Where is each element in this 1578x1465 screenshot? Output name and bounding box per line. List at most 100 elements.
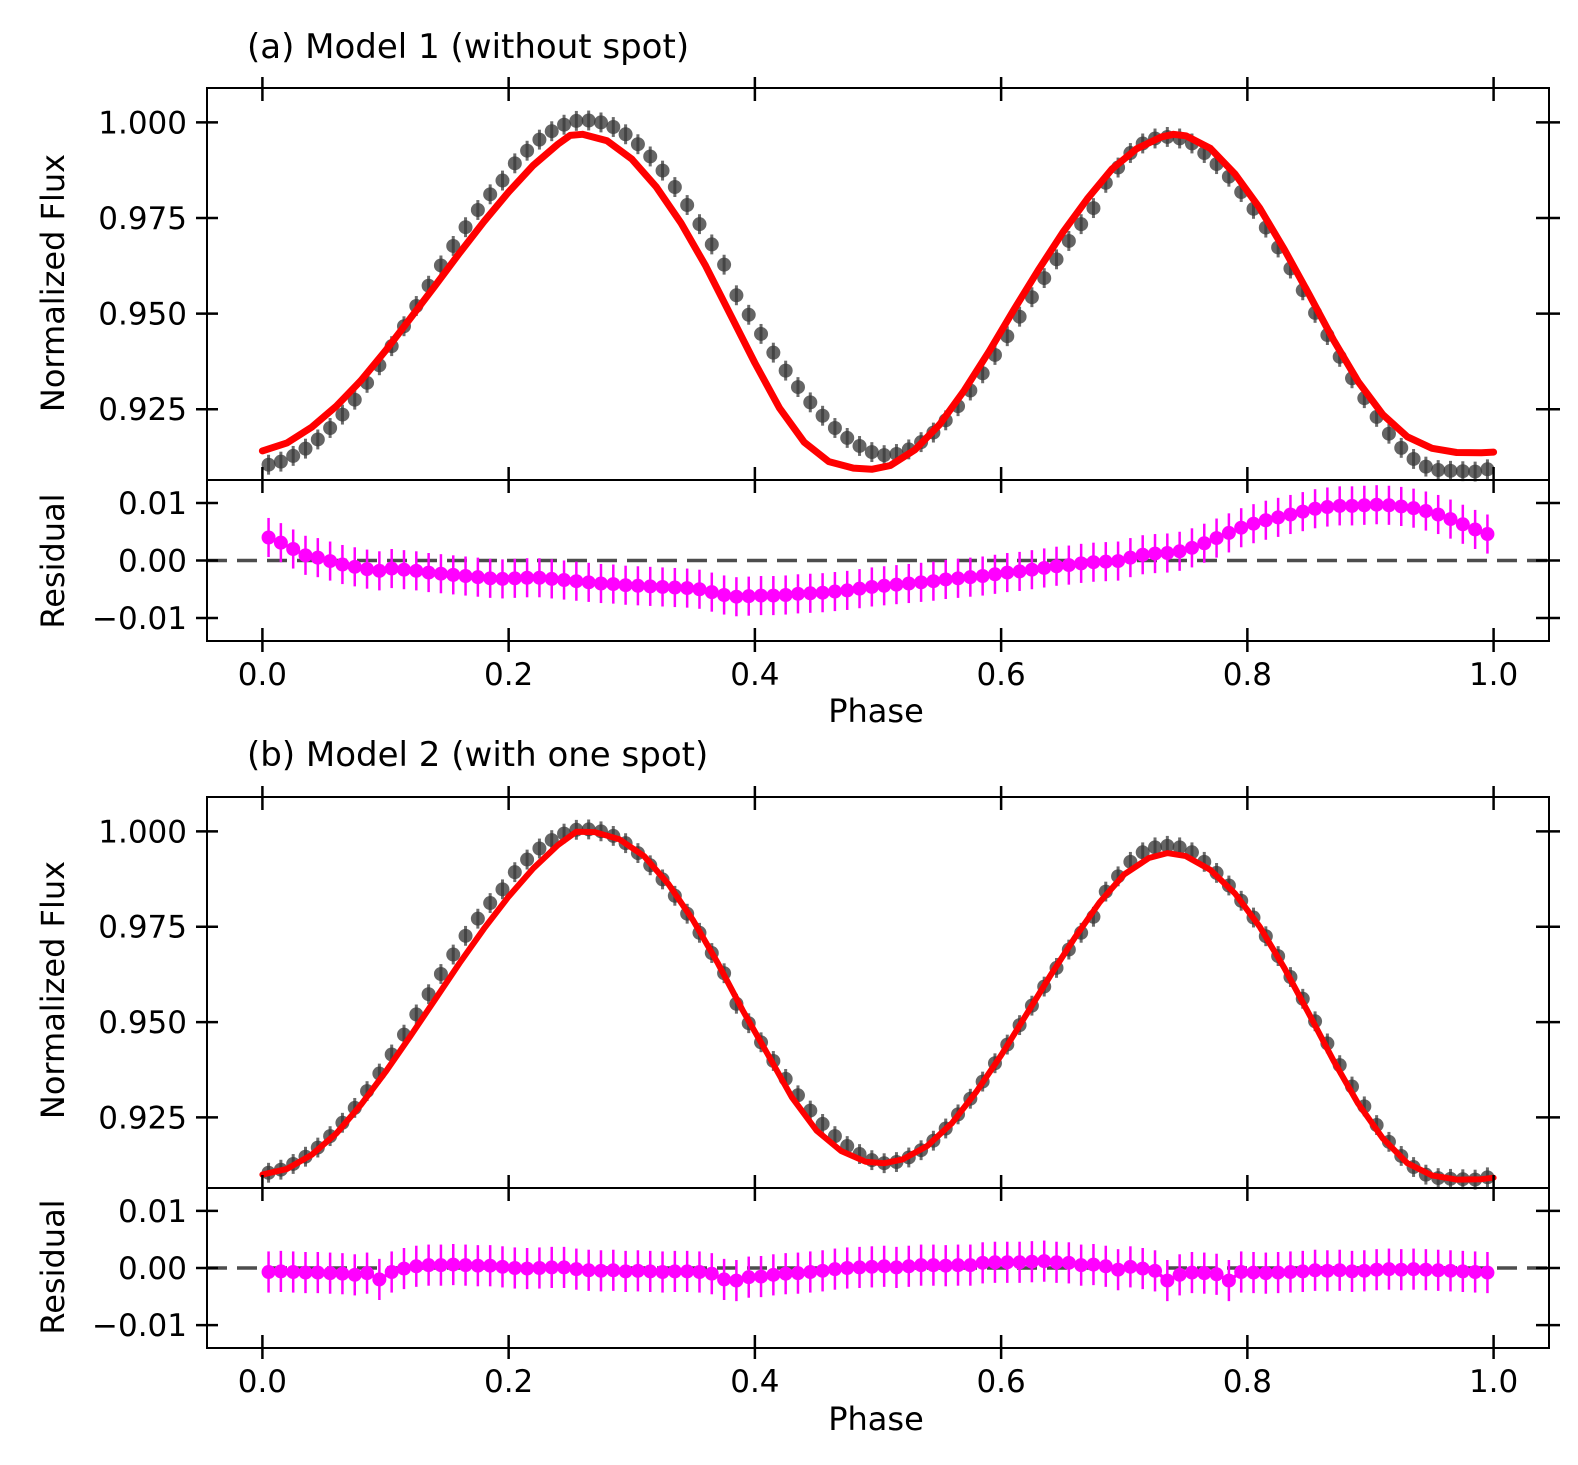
residual-data-point — [987, 1255, 1002, 1270]
flux-data-point — [1148, 840, 1163, 855]
flux-data-point — [692, 217, 707, 232]
residual-data-point — [1197, 1266, 1212, 1281]
residual-data-point — [1184, 540, 1199, 555]
residual-data-point — [1320, 500, 1335, 515]
residual-plot-area — [207, 485, 1549, 617]
residual-data-point — [1111, 1262, 1126, 1277]
flux-data-point — [483, 187, 498, 202]
residual-data-point — [975, 1255, 990, 1270]
residual-data-point — [581, 1263, 596, 1278]
residual-data-point — [1357, 498, 1372, 513]
residual-data-point — [495, 571, 510, 586]
residual-data-point — [790, 1266, 805, 1281]
residual-data-point — [446, 1257, 461, 1272]
residual-data-point — [396, 1261, 411, 1276]
x-tick-label: 0.4 — [730, 1364, 779, 1400]
flux-data-point — [532, 841, 547, 856]
flux-data-point — [520, 143, 535, 158]
flux-data-point — [754, 326, 769, 341]
residual-data-point — [310, 550, 325, 565]
panel-title: (b) Model 2 (with one spot) — [247, 735, 708, 775]
residual-data-point — [889, 1260, 904, 1275]
residual-data-point — [1172, 1267, 1187, 1282]
residual-data-point — [593, 1263, 608, 1278]
flux-data-point — [323, 420, 338, 435]
residual-data-point — [1074, 1258, 1089, 1273]
residual-data-point — [1246, 516, 1261, 531]
residual-data-point — [630, 1263, 645, 1278]
residual-data-point — [717, 588, 732, 602]
residual-data-point — [852, 1260, 867, 1275]
residual-data-point — [1320, 1263, 1335, 1278]
residual-data-point — [704, 585, 719, 600]
residual-data-point — [754, 588, 769, 603]
residual-data-point — [729, 589, 744, 604]
x-axis-label: Phase — [828, 1400, 924, 1438]
flux-data-point — [1406, 451, 1421, 466]
residual-plot-area — [207, 1240, 1549, 1302]
flux-data-point — [286, 448, 301, 463]
residual-data-point — [1332, 1263, 1347, 1278]
residual-data-point — [1049, 1255, 1064, 1270]
residual-data-point — [741, 1270, 756, 1285]
flux-data-point — [470, 911, 485, 926]
residual-data-point — [938, 572, 953, 587]
flux-data-point — [778, 363, 793, 378]
residual-data-point — [704, 1266, 719, 1281]
residual-data-point — [273, 535, 288, 550]
residual-data-point — [803, 586, 818, 601]
residual-data-point — [618, 578, 633, 593]
y-tick-label: 0.975 — [98, 910, 187, 946]
flux-data-point — [347, 392, 362, 407]
residual-data-point — [1221, 525, 1236, 540]
model-curve — [259, 828, 1497, 1183]
flux-data-point — [1135, 845, 1150, 860]
residual-data-point — [286, 1265, 301, 1279]
flux-data-point — [421, 987, 436, 1002]
flux-data-point — [766, 345, 781, 360]
residual-data-point — [1283, 507, 1298, 522]
flux-data-point — [1455, 464, 1470, 479]
residual-data-point — [889, 577, 904, 592]
flux-data-point — [815, 1116, 830, 1131]
flux-data-point — [593, 115, 608, 130]
residual-data-point — [1160, 1273, 1175, 1288]
residual-data-point — [507, 571, 522, 586]
residual-data-point — [1271, 1265, 1286, 1280]
flux-data-point — [1480, 462, 1495, 477]
residual-data-point — [1221, 1273, 1236, 1288]
residual-tick-label: −0.01 — [92, 1308, 187, 1344]
residual-data-point — [569, 1262, 584, 1277]
flux-data-point — [630, 137, 645, 152]
y-axis-label: Normalized Flux — [34, 154, 72, 412]
residual-data-point — [790, 586, 805, 601]
flux-data-point — [1074, 217, 1089, 232]
residual-data-point — [507, 1261, 522, 1275]
flux-data-point — [446, 238, 461, 253]
residual-data-point — [384, 1265, 399, 1279]
residual-data-point — [1443, 1263, 1458, 1278]
residual-data-point — [298, 548, 313, 563]
residual-data-point — [1061, 1255, 1076, 1270]
residual-data-point — [569, 574, 584, 589]
residual-tick-label: 0.00 — [118, 544, 187, 580]
residual-data-point — [1480, 527, 1495, 542]
residual-data-point — [1123, 550, 1138, 565]
residual-data-point — [335, 1266, 350, 1281]
residual-data-point — [1246, 1265, 1261, 1280]
flux-data-point — [864, 445, 879, 460]
residual-data-point — [261, 530, 276, 545]
y-tick-label: 0.925 — [98, 392, 187, 428]
residual-data-point — [446, 567, 461, 582]
residual-data-point — [544, 571, 559, 586]
y-tick-label: 0.950 — [98, 1005, 187, 1041]
residual-data-point — [532, 1261, 547, 1275]
residual-data-point — [630, 578, 645, 593]
residual-data-point — [1098, 554, 1113, 569]
flux-data-point — [335, 407, 350, 422]
residual-data-point — [1468, 522, 1483, 537]
residual-data-point — [520, 570, 535, 585]
residual-data-point — [1012, 1255, 1027, 1270]
residual-data-point — [1258, 513, 1273, 528]
residual-data-point — [1381, 1262, 1396, 1277]
